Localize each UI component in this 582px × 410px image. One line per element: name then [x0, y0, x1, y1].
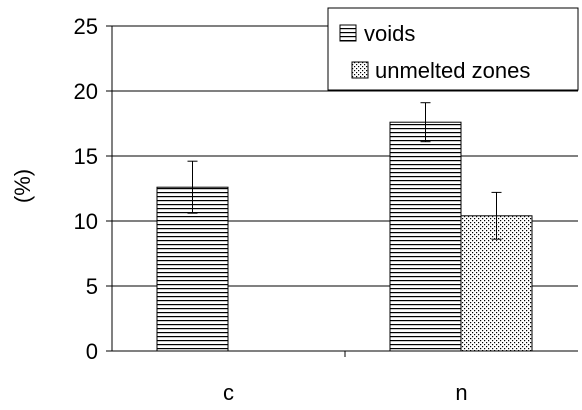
- labels: 0 5 10 15 20 25 c n: [74, 14, 468, 405]
- bar-voids-n: [389, 121, 462, 352]
- error-bars: [187, 102, 502, 240]
- legend: voids unmelted zones: [327, 7, 579, 91]
- bars: [156, 121, 533, 352]
- y-tick-label-0: 0: [86, 339, 98, 364]
- y-tick-label-25: 25: [74, 14, 98, 39]
- legend-label-unmelted-zones: unmelted zones: [375, 58, 530, 83]
- bar-voids-c: [156, 186, 229, 352]
- x-category-label-n: n: [455, 380, 467, 405]
- legend-swatch-unmelted-zones: [351, 61, 369, 79]
- y-axis-title: (%): [10, 169, 35, 203]
- y-tick-label-10: 10: [74, 209, 98, 234]
- y-tick-label-15: 15: [74, 144, 98, 169]
- legend-swatch-voids: [339, 24, 357, 42]
- x-category-label-c: c: [223, 380, 234, 405]
- legend-box: [327, 7, 579, 91]
- y-tick-label-20: 20: [74, 79, 98, 104]
- y-tick-label-5: 5: [86, 274, 98, 299]
- legend-label-voids: voids: [364, 21, 415, 46]
